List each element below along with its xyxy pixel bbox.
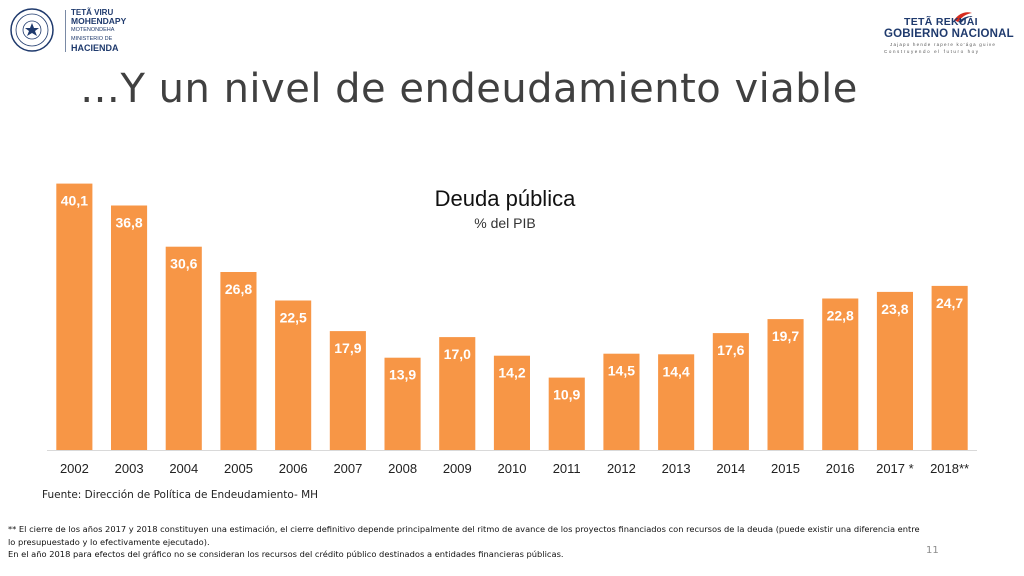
bar-2	[165, 246, 202, 450]
data-label-7: 17,0	[444, 346, 471, 362]
ministerio-hacienda-logo: TETÃ VIRU MOHENDAPY MOTENONDEHA MINISTER…	[8, 6, 138, 54]
x-tick-label-10: 2012	[607, 461, 636, 476]
footnote-line-1: ** El cierre de los años 2017 y 2018 con…	[8, 524, 920, 534]
chart-subtitle: % del PIB	[474, 215, 536, 231]
footnote: ** El cierre de los años 2017 y 2018 con…	[8, 523, 928, 561]
gobierno-nacional-logo: TETÃ REKUÁI GOBIERNO NACIONAL Jajapo hen…	[884, 10, 1016, 54]
data-label-3: 26,8	[225, 281, 252, 297]
logo-text: TETÃ VIRU MOHENDAPY MOTENONDEHA MINISTER…	[71, 8, 126, 53]
data-label-2: 30,6	[170, 256, 197, 272]
x-tick-label-1: 2003	[115, 461, 144, 476]
data-label-5: 17,9	[334, 340, 361, 356]
bar-5	[329, 331, 366, 450]
data-label-1: 36,8	[115, 215, 142, 231]
x-tick-label-3: 2005	[224, 461, 253, 476]
data-label-8: 14,2	[498, 365, 525, 381]
bar-0	[56, 183, 93, 450]
data-label-14: 22,8	[827, 308, 854, 324]
bar-8	[493, 355, 530, 450]
x-tick-label-12: 2014	[716, 461, 745, 476]
x-tick-label-9: 2011	[553, 461, 581, 476]
logo-line-2: MOHENDAPY	[71, 16, 127, 27]
bar-7	[439, 337, 476, 450]
chart-title: Deuda pública	[434, 186, 576, 211]
data-label-6: 13,9	[389, 367, 416, 383]
bar-1	[111, 205, 148, 450]
seal-icon	[10, 8, 54, 52]
data-label-10: 14,5	[608, 363, 635, 379]
bar-4	[275, 300, 312, 450]
logo-line-1: TETÃ VIRU	[71, 8, 114, 17]
bar-11	[658, 354, 695, 450]
logo-right-line-3: Jajapo hende rapere ko'ága guive	[890, 42, 997, 47]
bar-15	[876, 291, 913, 450]
data-label-15: 23,8	[881, 301, 908, 317]
bar-10	[603, 353, 640, 450]
logo-line-4: MINISTERIO DE	[71, 36, 113, 43]
bar-9	[548, 377, 585, 450]
bar-14	[822, 298, 859, 450]
x-tick-label-2: 2004	[169, 461, 198, 476]
data-label-12: 17,6	[717, 342, 744, 358]
x-tick-label-6: 2008	[388, 461, 417, 476]
x-tick-label-11: 2013	[662, 461, 691, 476]
bar-6	[384, 357, 421, 450]
x-tick-label-7: 2009	[443, 461, 472, 476]
logo-line-5: HACIENDA	[71, 42, 119, 53]
data-label-0: 40,1	[61, 193, 88, 209]
x-tick-label-14: 2016	[826, 461, 855, 476]
footnote-line-2: lo presupuestado y lo efectivamente ejec…	[8, 536, 210, 547]
x-tick-label-5: 2007	[333, 461, 362, 476]
footnote-line-3: En el año 2018 para efectos del gráfico …	[8, 549, 564, 559]
data-label-11: 14,4	[662, 363, 689, 379]
source-note: Fuente: Dirección de Política de Endeuda…	[42, 489, 319, 501]
flag-swoosh-icon	[954, 12, 972, 23]
logo-right-line-2: GOBIERNO NACIONAL	[884, 28, 1014, 40]
x-tick-label-16: 2018**	[930, 461, 969, 476]
logo-right-line-1: TETÃ REKUÁI	[904, 16, 978, 28]
slide-title: …Y un nivel de endeudamiento viable	[80, 66, 858, 112]
x-tick-label-15: 2017 *	[876, 461, 914, 476]
bar-13	[767, 319, 804, 450]
x-tick-label-4: 2006	[279, 461, 308, 476]
x-tick-label-0: 2002	[60, 461, 89, 476]
bar-16	[931, 285, 968, 450]
logo-right-line-4: Construyendo el futuro hoy	[884, 49, 980, 54]
x-tick-label-8: 2010	[498, 461, 527, 476]
data-label-13: 19,7	[772, 328, 799, 344]
logo-divider	[65, 10, 66, 52]
bar-3	[220, 272, 257, 450]
data-label-4: 22,5	[280, 310, 307, 326]
data-label-9: 10,9	[553, 387, 580, 403]
x-tick-label-13: 2015	[771, 461, 800, 476]
logo-line-3: MOTENONDEHA	[71, 26, 115, 33]
data-label-16: 24,7	[936, 295, 963, 311]
page-number: 11	[926, 545, 939, 556]
bar-12	[712, 333, 749, 450]
